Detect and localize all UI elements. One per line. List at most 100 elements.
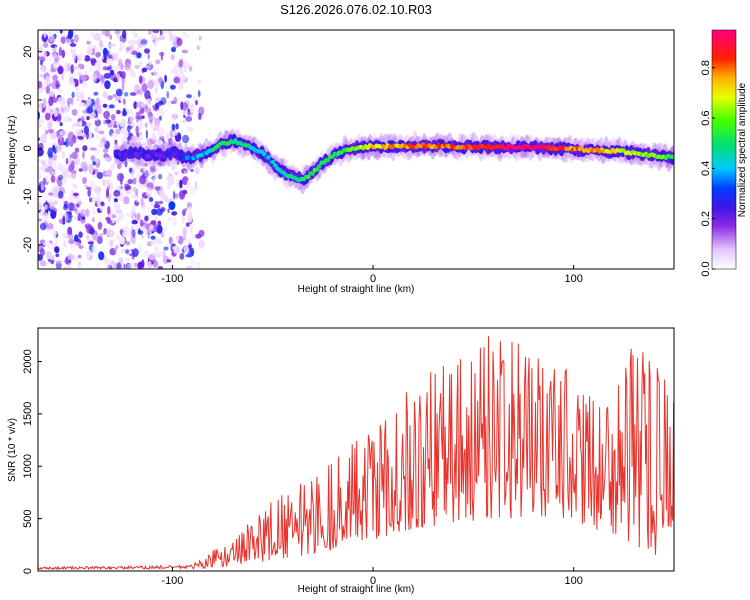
noise-speckle [73,78,76,82]
noise-speckle [144,122,148,128]
noise-speckle [103,120,107,125]
noise-speckle [68,32,73,40]
ridge-point [266,155,271,160]
noise-speckle [62,232,68,239]
noise-speckle [179,253,185,260]
noise-speckle [63,205,69,211]
noise-speckle [124,92,129,97]
noise-speckle [198,35,202,41]
noise-speckle [171,130,179,136]
noise-speckle [64,259,67,263]
noise-speckle [99,40,104,48]
noise-speckle [130,234,134,242]
noise-speckle [118,236,126,245]
noise-speckle [97,221,103,230]
noise-speckle [147,214,153,218]
noise-speckle [195,167,200,175]
noise-speckle [197,80,202,84]
noise-speckle [171,211,178,216]
noise-speckle [163,246,169,251]
noise-speckle [46,223,53,230]
noise-speckle [53,109,58,118]
colorbar-label: Normalized spectral amplitude [737,82,748,217]
colorbar-tick-label: 0.6 [700,110,712,125]
noise-speckle [55,145,62,153]
y-tick-label: 0 [22,145,34,151]
noise-speckle [169,30,174,35]
noise-speckle [48,30,53,37]
noise-speckle [115,209,123,214]
noise-speckle [47,128,55,134]
noise-speckle [121,264,124,269]
noise-speckle [67,172,71,180]
noise-speckle [158,173,163,180]
noise-speckle [96,197,101,207]
noise-speckle [68,139,74,147]
noise-speckle [67,226,73,236]
colorbar-tick-label: 0.4 [700,161,712,176]
noise-speckle [42,177,47,186]
noise-speckle [103,72,111,79]
noise-speckle [188,205,193,213]
noise-speckle [42,124,47,131]
noise-speckle [80,74,87,81]
noise-speckle [96,172,104,179]
noise-speckle [63,240,67,248]
noise-speckle [183,235,187,241]
noise-speckle [50,210,57,219]
noise-speckle [144,48,150,54]
noise-speckle [39,74,45,78]
noise-speckle [150,168,156,173]
noise-speckle [48,96,54,106]
noise-speckle [168,236,173,245]
noise-speckle [185,116,193,122]
noise-speckle [196,45,200,51]
noise-speckle [195,233,202,239]
noise-speckle [77,63,84,69]
noise-speckle [42,42,49,48]
noise-speckle [61,107,65,113]
noise-speckle [78,245,84,249]
x-tick-label: 0 [370,273,376,285]
colorbar: 0.0 0.2 0.4 0.6 0.8 Normalized spectral ampl… [700,29,748,277]
noise-speckle [114,246,118,253]
noise-speckle [80,209,87,218]
noise-speckle [75,230,79,235]
colorbar-tick-label: 0.8 [700,60,712,75]
y-tick-label: 10 [22,94,34,106]
noise-speckle [171,33,177,43]
noise-speckle [142,165,146,173]
noise-speckle [145,129,149,139]
noise-speckle [196,261,201,269]
noise-speckle [92,233,99,242]
noise-speckle [116,173,124,182]
noise-speckle [122,226,129,233]
ridge-point [314,167,320,172]
noise-speckle [50,132,57,140]
noise-speckle [43,212,50,222]
noise-speckle [93,103,100,110]
noise-speckle [106,66,112,71]
noise-speckle [118,47,123,52]
noise-speckle [153,204,161,209]
spectrogram-heatmap [38,30,674,269]
noise-speckle [130,69,135,76]
noise-speckle [70,64,75,74]
noise-speckle [112,43,115,47]
noise-speckle [116,262,122,269]
noise-speckle [57,136,65,146]
noise-speckle [184,208,188,212]
noise-speckle [49,118,54,124]
noise-speckle [92,217,95,223]
noise-speckle [182,134,190,144]
noise-speckle [127,178,134,185]
noise-speckle [42,98,47,107]
noise-speckle [148,197,154,202]
noise-speckle [164,74,168,83]
noise-speckle [137,245,142,253]
noise-speckle [87,241,94,245]
noise-speckle [135,125,139,135]
noise-speckle [65,157,69,165]
